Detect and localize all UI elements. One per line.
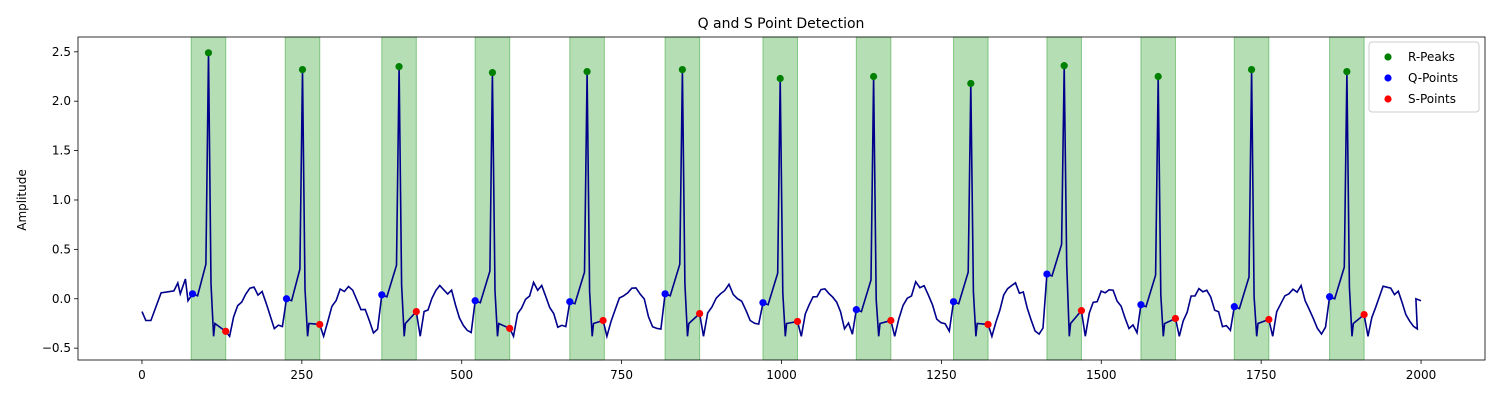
s-point [984, 320, 992, 329]
x-tick-label: 1750 [1246, 368, 1277, 382]
r-peak-point [1060, 62, 1068, 70]
legend: R-Peaks Q-Points S-Points [1368, 41, 1480, 113]
y-tick-label: 2.5 [52, 45, 71, 59]
y-tick-label: −0.5 [42, 341, 71, 355]
legend-label: S-Points [1408, 92, 1456, 106]
s-point [316, 320, 324, 329]
x-tick-label: 750 [610, 368, 633, 382]
x-tick-label: 2000 [1406, 368, 1437, 382]
q-point [566, 298, 574, 306]
q-point [1137, 301, 1145, 309]
q-point [661, 290, 669, 298]
y-axis-label: Amplitude [15, 169, 29, 231]
q-point [378, 291, 386, 299]
x-axis: 0 250 500 750 1000 1250 1500 1750 2000 [138, 360, 1436, 382]
legend-marker [1384, 95, 1392, 103]
q-point [1043, 270, 1051, 278]
y-tick-label: 0.0 [52, 292, 71, 306]
x-tick-label: 250 [290, 368, 313, 382]
y-axis: −0.5 0.0 0.5 1.0 1.5 2.0 2.5 [42, 45, 78, 355]
detected-points [188, 49, 1368, 335]
r-peak-point [298, 65, 307, 74]
x-tick-label: 1500 [1086, 368, 1117, 382]
q-point [759, 299, 767, 307]
r-peak-point [869, 72, 878, 81]
r-peak-point [583, 67, 591, 76]
q-point [1325, 293, 1334, 301]
y-tick-label: 2.0 [52, 94, 71, 108]
s-point [412, 307, 420, 316]
legend-marker [1384, 74, 1392, 82]
r-peak-point [1343, 67, 1351, 76]
s-point [1077, 307, 1086, 315]
s-point [599, 316, 607, 325]
s-point [696, 309, 704, 318]
r-peak-point [678, 65, 686, 74]
legend-label: Q-Points [1408, 71, 1458, 85]
r-peak-point [204, 49, 213, 57]
x-tick-label: 500 [450, 368, 473, 382]
y-tick-label: 0.5 [52, 242, 71, 256]
legend-box [1368, 41, 1480, 113]
r-peak-point [967, 79, 975, 88]
q-point [282, 295, 291, 303]
x-tick-label: 1250 [926, 368, 957, 382]
s-point [887, 316, 895, 325]
q-point [1230, 303, 1238, 311]
legend-label: R-Peaks [1408, 50, 1455, 64]
legend-marker [1384, 53, 1392, 61]
s-point [1265, 315, 1273, 324]
y-tick-label: 1.0 [52, 193, 71, 207]
x-tick-label: 0 [138, 368, 146, 382]
q-point [188, 290, 197, 298]
chart-title: Q and S Point Detection [698, 16, 865, 32]
s-point [1360, 310, 1368, 319]
q-point [852, 306, 860, 314]
r-peak-point [488, 68, 497, 77]
r-peak-point [395, 63, 403, 71]
y-tick-label: 1.5 [52, 144, 71, 158]
s-point [222, 327, 230, 335]
r-peak-point [776, 74, 784, 83]
r-peak-point [1154, 72, 1162, 81]
x-tick-label: 1000 [766, 368, 797, 382]
q-point [949, 298, 958, 306]
r-peak-point [1247, 65, 1256, 74]
q-point [471, 297, 479, 305]
s-point [793, 317, 802, 326]
s-point [1171, 314, 1180, 323]
s-point [506, 324, 514, 332]
qrs-regions [190, 36, 1365, 361]
